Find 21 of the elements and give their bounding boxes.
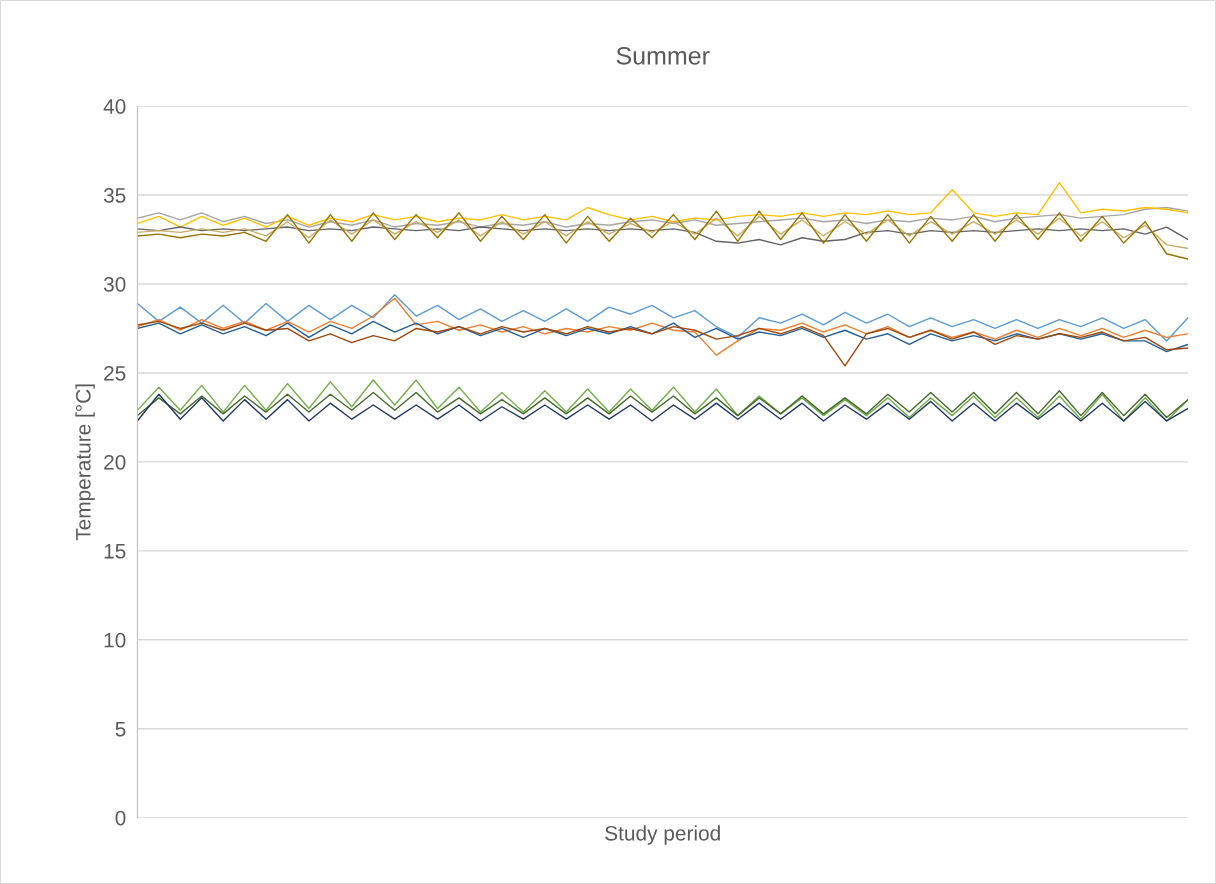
y-tick-label: 10: [104, 632, 126, 648]
y-tick-label: 5: [115, 721, 126, 737]
line-series: [137, 320, 1189, 353]
chart-title: Summer: [616, 46, 710, 65]
line-series: [137, 206, 1189, 228]
line-series: [137, 293, 1189, 342]
y-tick-label: 40: [103, 99, 126, 114]
line-series: [137, 210, 1189, 260]
y-tick-label: 15: [104, 544, 126, 559]
line-series: [137, 215, 1189, 250]
y-tick-label: 25: [104, 365, 126, 381]
y-axis-title: Temperature [°C]: [75, 384, 95, 541]
y-tick-label: 35: [103, 188, 126, 203]
line-series: [137, 320, 1189, 367]
line-series: [137, 181, 1189, 228]
line-series: [137, 226, 1189, 246]
x-axis-title: Study period: [605, 825, 720, 845]
line-series: [137, 297, 1189, 356]
y-tick-label: 0: [115, 810, 126, 826]
y-tick-label: 30: [103, 276, 126, 292]
y-tick-label: 20: [104, 454, 126, 470]
